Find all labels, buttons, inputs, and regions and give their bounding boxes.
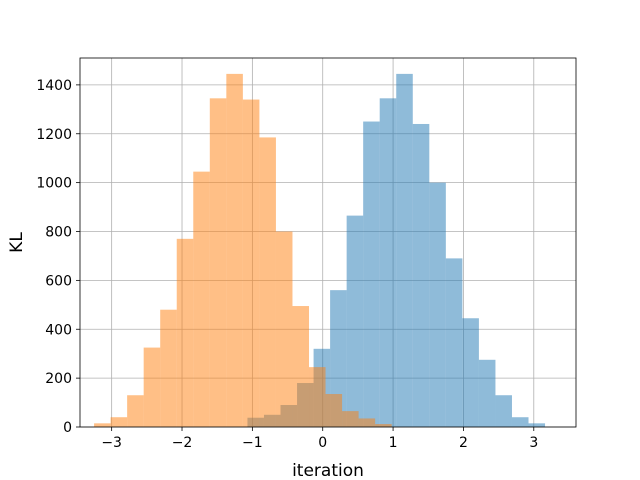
- histogram-bar-series-2: [110, 417, 128, 427]
- histogram-bar-series-1: [379, 98, 397, 427]
- histogram-bar-series-2: [342, 411, 359, 427]
- histogram-bar-series-2: [358, 418, 376, 427]
- histogram-bar-series-1: [330, 290, 347, 427]
- histogram-bar-series-1: [363, 121, 380, 427]
- histogram-bar-series-2: [325, 394, 343, 427]
- histogram-bar-series-1: [462, 318, 479, 427]
- histogram-bar-series-2: [127, 395, 144, 427]
- x-tick-label: −3: [101, 435, 122, 451]
- x-tick-label: 1: [389, 435, 398, 451]
- x-axis-label: iteration: [292, 461, 364, 480]
- histogram-bar-series-2: [193, 171, 210, 427]
- histogram-bar-series-1: [346, 215, 364, 427]
- y-tick-label: 1000: [36, 176, 72, 192]
- histogram-bar-series-2: [242, 99, 260, 428]
- histogram-bar-series-1: [478, 359, 496, 427]
- histogram-bar-series-1: [511, 417, 529, 427]
- histogram-bar-series-2: [176, 238, 194, 427]
- histogram-bar-series-1: [412, 123, 430, 427]
- axis-ticks: −3 −2 −1 0 1 2 3 0 200 400 600 800 1000 1200 1400: [36, 78, 538, 451]
- histogram-bar-series-2: [259, 137, 276, 427]
- histogram-bar-series-2: [292, 306, 310, 427]
- histogram-bar-series-1: [429, 182, 446, 427]
- y-tick-label: 800: [45, 225, 72, 241]
- x-tick-label: 3: [529, 435, 538, 451]
- y-tick-label: 0: [63, 420, 72, 436]
- histogram-bar-series-2: [209, 98, 227, 427]
- x-tick-label: −1: [242, 435, 263, 451]
- histogram-bar-series-1: [528, 423, 546, 427]
- histogram-bars: [94, 73, 546, 428]
- x-tick-label: 2: [459, 435, 468, 451]
- histogram-bar-series-2: [309, 367, 326, 427]
- y-tick-label: 200: [45, 371, 72, 387]
- histogram-bar-series-2: [160, 309, 177, 427]
- plot-frame: [79, 57, 577, 428]
- y-tick-label: 600: [45, 273, 72, 289]
- histogram-bar-series-2: [94, 423, 111, 427]
- y-tick-label: 1400: [36, 78, 72, 94]
- y-axis-label: KL: [7, 232, 27, 253]
- x-tick-label: −2: [172, 435, 193, 451]
- histogram-bar-series-2: [375, 424, 392, 427]
- y-tick-label: 400: [45, 322, 72, 338]
- histogram-bar-series-2: [226, 73, 243, 428]
- histogram-bar-series-1: [396, 73, 413, 428]
- y-tick-label: 1200: [36, 127, 72, 143]
- histogram-bar-series-1: [495, 395, 512, 427]
- histogram-bar-series-2: [275, 231, 293, 427]
- histogram-bar-series-1: [445, 258, 463, 427]
- histogram-bar-series-2: [143, 347, 161, 427]
- x-tick-label: 0: [318, 435, 327, 451]
